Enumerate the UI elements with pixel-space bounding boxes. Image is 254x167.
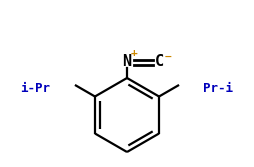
Text: −: − [164, 52, 171, 62]
Text: +: + [130, 48, 137, 58]
Text: Pr-i: Pr-i [202, 82, 232, 95]
Text: i-Pr: i-Pr [20, 82, 50, 95]
Text: C: C [154, 54, 163, 69]
Text: N: N [122, 54, 131, 69]
